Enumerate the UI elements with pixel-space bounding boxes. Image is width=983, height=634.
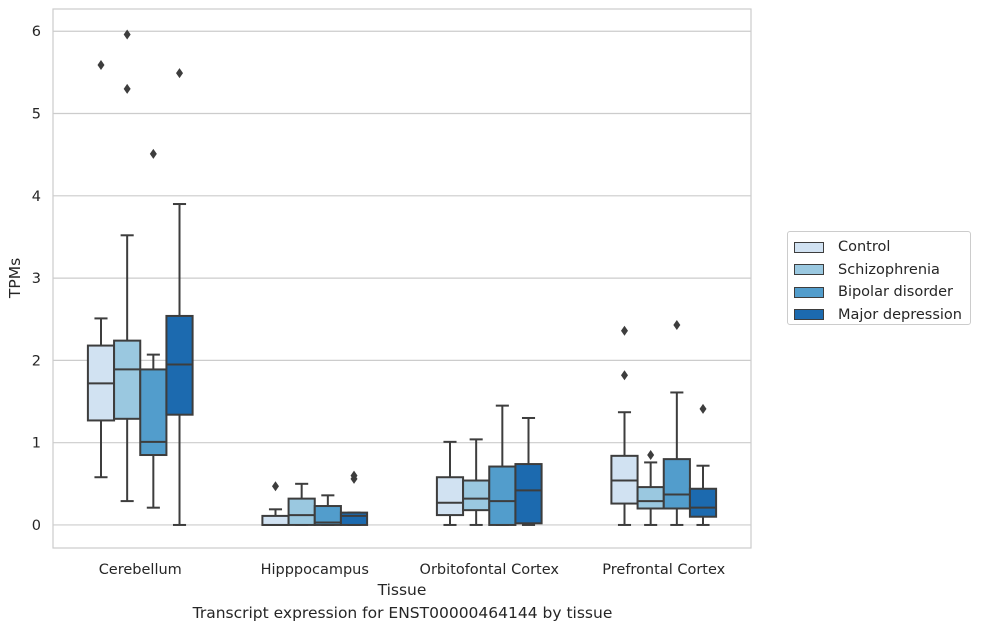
box-prefrontal-cortex-control xyxy=(610,325,639,526)
box-cerebellum-bipolar-disorder-outlier-0 xyxy=(149,148,157,159)
box-prefrontal-cortex-bipolar-disorder-iqr-box xyxy=(662,458,691,510)
box-cerebellum-schizophrenia-outlier-0 xyxy=(123,83,131,94)
box-prefrontal-cortex-schizophrenia-outlier-0 xyxy=(647,450,655,461)
box-prefrontal-cortex-control-outlier-0 xyxy=(620,370,628,381)
box-hipppocampus-bipolar-disorder xyxy=(313,494,342,526)
y-tick-label-4: 4 xyxy=(32,189,41,205)
box-orbitofontal-cortex-major-depression xyxy=(514,416,543,526)
box-orbitofontal-cortex-control-iqr-box xyxy=(435,476,465,517)
box-cerebellum-schizophrenia-iqr-box xyxy=(113,339,142,420)
box-prefrontal-cortex-major-depression-iqr-box xyxy=(688,487,718,518)
plot-area-frame xyxy=(52,8,752,549)
box-hipppocampus-major-depression xyxy=(339,470,369,526)
x-axis-label: Tissue xyxy=(377,581,427,599)
chart-legend: Control Schizophrenia Bipolar disorder M… xyxy=(787,231,971,325)
box-orbitofontal-cortex-bipolar-disorder xyxy=(488,404,517,526)
box-prefrontal-cortex-schizophrenia-iqr-box xyxy=(636,486,665,510)
x-axis-ticks: Cerebellum Hipppocampus Orbitofontal Corte… xyxy=(99,562,726,578)
box-plots xyxy=(86,29,718,526)
chart-caption: Transcript expression for ENST0000046414… xyxy=(192,604,613,622)
box-prefrontal-cortex-bipolar-disorder-outlier-0 xyxy=(673,319,681,330)
box-cerebellum-bipolar-disorder xyxy=(139,148,168,509)
box-cerebellum-bipolar-disorder-iqr-box xyxy=(139,368,168,457)
box-cerebellum-major-depression xyxy=(165,68,194,526)
box-orbitofontal-cortex-major-depression-iqr-box xyxy=(514,463,543,525)
box-prefrontal-cortex-control-outlier-1 xyxy=(620,325,628,336)
box-hipppocampus-schizophrenia-iqr-box xyxy=(287,497,316,526)
x-tick-label-cerebellum: Cerebellum xyxy=(99,562,182,578)
box-hipppocampus-major-depression-iqr-box xyxy=(339,511,369,526)
box-cerebellum-control-outlier-0 xyxy=(97,59,105,70)
box-hipppocampus-schizophrenia xyxy=(287,482,316,526)
legend-swatch-schizophrenia xyxy=(794,264,824,276)
y-tick-label-5: 5 xyxy=(32,107,41,123)
y-tick-label-2: 2 xyxy=(32,353,41,369)
y-axis-label: TPMs xyxy=(6,258,24,299)
box-hipppocampus-major-depression-outlier-1 xyxy=(350,470,358,481)
legend-item-control: Control xyxy=(794,236,964,259)
x-tick-label-hipppocampus: Hipppocampus xyxy=(261,562,369,578)
box-prefrontal-cortex-major-depression-outlier-0 xyxy=(699,403,707,414)
y-tick-label-6: 6 xyxy=(32,24,41,40)
legend-label-bipolar-disorder: Bipolar disorder xyxy=(838,284,953,301)
box-orbitofontal-cortex-schizophrenia xyxy=(462,438,491,526)
box-hipppocampus-control-iqr-box xyxy=(261,514,290,526)
box-orbitofontal-cortex-schizophrenia-iqr-box xyxy=(462,479,491,512)
box-cerebellum-control xyxy=(86,59,116,479)
legend-label-control: Control xyxy=(838,239,891,256)
y-axis-ticks: 0 1 2 3 4 5 6 xyxy=(32,24,41,534)
legend-label-schizophrenia: Schizophrenia xyxy=(838,261,940,278)
box-prefrontal-cortex-bipolar-disorder xyxy=(662,319,691,526)
y-tick-label-3: 3 xyxy=(32,271,41,287)
box-cerebellum-schizophrenia-outlier-1 xyxy=(123,29,131,40)
box-orbitofontal-cortex-bipolar-disorder-iqr-box xyxy=(488,465,517,526)
legend-item-major-depression: Major depression xyxy=(794,304,964,327)
x-tick-label-prefrontal-cortex: Prefrontal Cortex xyxy=(602,562,725,578)
legend-swatch-control xyxy=(794,241,824,253)
box-orbitofontal-cortex-control xyxy=(435,440,465,526)
legend-swatch-bipolar-disorder xyxy=(794,286,824,298)
y-tick-label-1: 1 xyxy=(32,436,41,452)
legend-label-major-depression: Major depression xyxy=(838,306,962,323)
y-tick-label-0: 0 xyxy=(32,518,41,534)
legend-swatch-major-depression xyxy=(794,309,824,321)
x-tick-label-orbitofontal-cortex: Orbitofontal Cortex xyxy=(420,562,560,578)
box-prefrontal-cortex-major-depression xyxy=(688,403,718,526)
box-hipppocampus-control xyxy=(261,481,290,526)
box-prefrontal-cortex-schizophrenia xyxy=(636,450,665,526)
legend-item-bipolar-disorder: Bipolar disorder xyxy=(794,281,964,304)
legend-item-schizophrenia: Schizophrenia xyxy=(794,259,964,282)
box-cerebellum-major-depression-outlier-0 xyxy=(176,68,184,79)
box-hipppocampus-control-outlier-0 xyxy=(271,481,279,492)
box-cerebellum-schizophrenia xyxy=(113,29,142,503)
